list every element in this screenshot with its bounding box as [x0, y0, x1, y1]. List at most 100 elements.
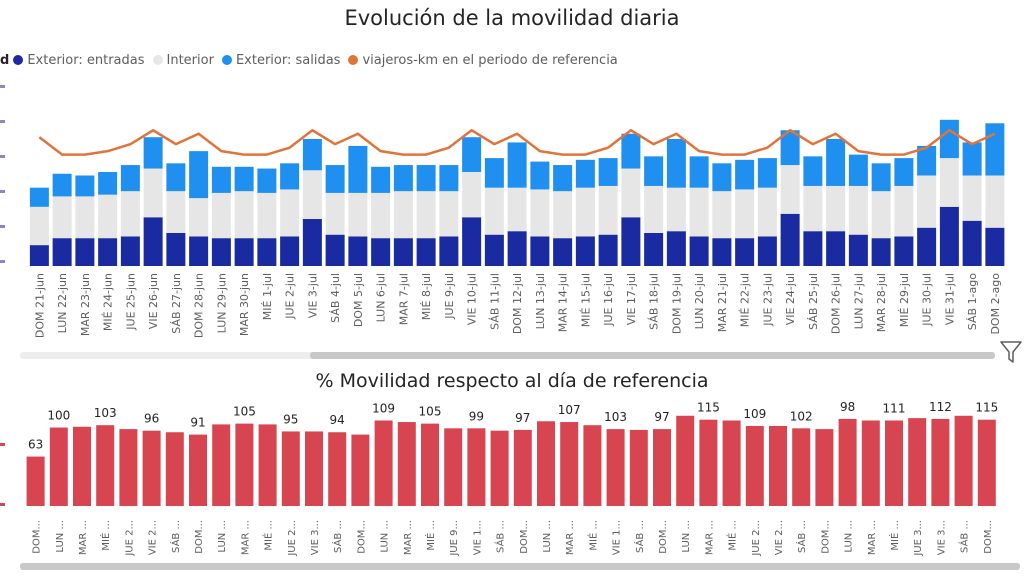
data-label: 107 [558, 403, 581, 417]
x-axis-tick-label: JUE 30-jul [921, 273, 934, 327]
x-axis-tick-label: DOM... [32, 520, 43, 554]
bar-salidas [871, 163, 891, 192]
data-label: 102 [790, 409, 813, 423]
bar-percentage [954, 415, 973, 506]
bar-entradas [257, 238, 277, 266]
bar-salidas [962, 142, 982, 176]
x-axis-tick-label: JUE 3... [913, 520, 924, 557]
bar-interior [257, 192, 277, 239]
legend-item-viajeros[interactable]: viajeros-km en el periodo de referencia [348, 53, 618, 68]
x-axis-tick-label: LUN 6-jul [375, 273, 388, 322]
bar-salidas [462, 137, 482, 173]
x-axis-tick-label: MIÉ 8-jul [420, 273, 433, 320]
funnel-filter-icon[interactable] [1000, 340, 1022, 364]
bar-interior [29, 206, 49, 246]
bar-entradas [166, 232, 186, 266]
x-axis-tick-label: MAR 28-jul [875, 273, 888, 332]
bar-entradas [621, 217, 641, 266]
x-axis-tick-label: LUN ... [681, 520, 692, 553]
bar-entradas [98, 238, 118, 266]
x-axis-tick-label: MAR ... [240, 520, 251, 555]
bar-salidas [211, 166, 231, 193]
x-axis-tick-label: MAR ... [565, 520, 576, 555]
legend-swatch-viajeros [348, 55, 359, 65]
x-axis-tick-label: JUE 2-jul [284, 273, 297, 320]
bar-interior [302, 170, 322, 220]
bar-salidas [29, 187, 49, 207]
bar-percentage [885, 420, 903, 506]
data-label: 109 [743, 407, 766, 421]
bar-entradas [507, 231, 527, 266]
data-label: 97 [654, 410, 669, 424]
bar-interior [666, 187, 686, 232]
legend-item-entradas[interactable]: Exterior: entradas [13, 53, 145, 68]
bar-interior [826, 185, 846, 232]
bar-salidas [848, 154, 868, 186]
x-axis-tick-label: MIÉ 29-jul [898, 273, 911, 327]
bar-interior [598, 185, 618, 235]
x-axis-tick-label: SÁB 4-jul [329, 273, 342, 323]
bar-interior [985, 175, 1005, 228]
bar-salidas [689, 156, 709, 188]
x-axis-tick-label: JUE 2... [287, 520, 298, 557]
x-axis-tick-label: VIE 3... [310, 520, 321, 555]
y-axis-tick-mark [0, 503, 5, 506]
y-axis-tick-mark [0, 443, 5, 446]
x-axis-tick-label: DOM... [983, 520, 994, 554]
x-axis-tick-label: MAR 30-jun [238, 273, 251, 336]
bar-interior [848, 185, 868, 235]
x-axis-tick-label: MIÉ 22-jul [739, 273, 752, 327]
x-axis-tick-label: SÁB 11-jul [488, 273, 501, 330]
chart-title-percentage: % Movilidad respecto al día de referenci… [315, 370, 709, 392]
bar-entradas [52, 238, 72, 266]
x-axis-tick-label: MAR 14-jul [557, 273, 570, 332]
x-axis-tick-label: JUE 9... [449, 520, 460, 557]
scrollbar-thumb-bottom[interactable] [20, 563, 1020, 570]
bar-salidas [302, 138, 322, 171]
bar-salidas [644, 156, 664, 186]
x-axis-tick-label: LUN ... [380, 520, 391, 553]
bar-entradas [848, 234, 868, 266]
scrollbar-thumb-top[interactable] [310, 352, 995, 359]
x-axis-tick-label: LUN ... [55, 520, 66, 553]
bar-salidas [189, 151, 209, 199]
bar-entradas [985, 227, 1005, 266]
bar-interior [52, 196, 72, 239]
bar-interior [917, 175, 937, 228]
x-axis-tick-label: LUN 13-jul [534, 273, 547, 329]
bar-percentage [96, 425, 115, 506]
x-axis-tick-label: JUE 2... [124, 520, 135, 557]
bar-entradas [780, 213, 800, 266]
x-axis-tick-label: DOM 12-jul [511, 273, 524, 334]
bar-percentage [977, 419, 996, 506]
x-axis-tick-label: DOM... [658, 520, 669, 554]
bar-percentage [444, 428, 463, 506]
legend-item-salidas[interactable]: Exterior: salidas [221, 52, 341, 68]
data-label: 103 [604, 410, 627, 424]
bar-salidas [780, 130, 800, 166]
x-axis-tick-label: SÁB 1-ago [966, 273, 979, 330]
bar-salidas [712, 163, 732, 192]
x-axis-tick-label: MIÉ ... [262, 520, 275, 551]
x-axis-tick-label: SÁB 18-jul [648, 273, 661, 330]
bar-percentage [305, 431, 323, 506]
bar-interior [371, 192, 391, 239]
x-axis-tick-label: SÁB ... [795, 520, 808, 553]
bar-salidas [143, 137, 163, 169]
bar-salidas [257, 168, 277, 193]
data-label: 98 [840, 400, 855, 414]
bar-interior [166, 191, 186, 233]
bar-entradas [143, 217, 163, 266]
bar-entradas [416, 238, 436, 266]
legend-label-salidas: Exterior: salidas [235, 52, 341, 68]
bar-interior [189, 198, 209, 237]
x-axis-tick-label: DOM 5-jul [352, 273, 365, 327]
x-axis-tick-label: MIÉ ... [586, 520, 599, 551]
x-axis-tick-label: MAR 23-jun [79, 273, 92, 336]
bar-salidas [234, 166, 254, 192]
bar-entradas [962, 220, 982, 266]
bar-salidas [917, 145, 937, 176]
legend-item-interior[interactable]: Interior [152, 53, 214, 68]
bar-percentage [815, 429, 834, 506]
